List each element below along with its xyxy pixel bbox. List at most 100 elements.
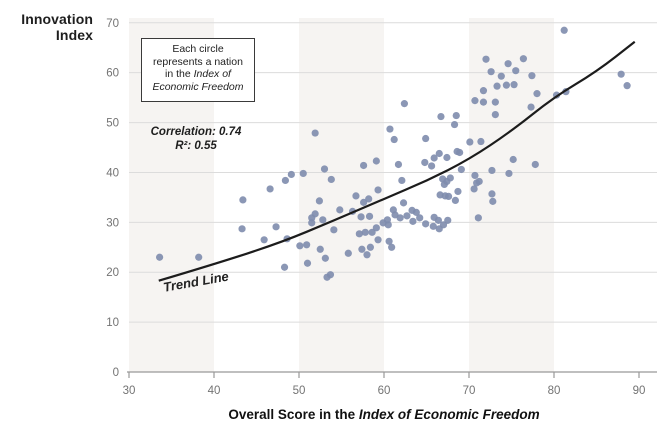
- scatter-point: [287, 170, 295, 179]
- scatter-point: [443, 153, 451, 162]
- background-band: [299, 18, 384, 372]
- scatter-point: [422, 134, 430, 143]
- scatter-point: [400, 100, 408, 108]
- r-squared-value: R²: 0.55: [175, 139, 217, 152]
- scatter-point: [454, 187, 462, 196]
- scatter-point: [321, 254, 329, 262]
- scatter-point: [386, 125, 394, 133]
- scatter-point: [533, 90, 541, 98]
- scatter-point: [489, 197, 497, 205]
- scatter-point: [487, 68, 495, 76]
- scatter-point: [466, 138, 474, 146]
- scatter-point: [437, 112, 445, 121]
- scatter-point: [491, 110, 499, 119]
- annotation-line: represents a nation: [153, 55, 243, 68]
- scatter-point: [372, 224, 380, 232]
- scatter-point: [512, 67, 520, 75]
- scatter-point: [488, 190, 496, 198]
- scatter-point: [316, 245, 324, 253]
- scatter-point: [617, 70, 625, 78]
- scatter-point: [450, 120, 459, 129]
- y-tick-label: 10: [106, 317, 119, 329]
- annotation-line: Each circle: [172, 43, 224, 55]
- background-band: [469, 18, 554, 372]
- scatter-point: [363, 251, 371, 259]
- y-tick-label: 60: [106, 68, 119, 80]
- trend-line: [158, 40, 636, 282]
- annotation-line: Economic Freedom: [152, 80, 244, 93]
- scatter-point: [435, 149, 443, 158]
- scatter-point: [416, 214, 424, 222]
- scatter-point: [456, 148, 464, 157]
- y-tick-label: 40: [106, 167, 119, 179]
- scatter-point: [361, 228, 369, 236]
- scatter-point: [239, 196, 247, 204]
- x-axis-title-italic: Index of Economic Freedom: [358, 407, 540, 422]
- scatter-point: [327, 175, 335, 184]
- scatter-point: [281, 176, 289, 185]
- scatter-point: [352, 192, 360, 200]
- scatter-point: [445, 192, 453, 201]
- scatter-point: [502, 81, 510, 89]
- x-tick-label: 90: [633, 385, 646, 397]
- scatter-point: [477, 137, 485, 146]
- scatter-point: [412, 208, 420, 216]
- scatter-point: [299, 169, 307, 178]
- scatter-point: [308, 214, 316, 222]
- y-tick-label: 70: [106, 18, 119, 30]
- annotation-box: Each circle represents a nation in the I…: [141, 38, 255, 102]
- scatter-point: [504, 60, 512, 68]
- scatter-point: [527, 103, 535, 111]
- scatter-point: [365, 212, 374, 220]
- scatter-point: [474, 214, 482, 222]
- scatter-point: [451, 196, 459, 204]
- y-tick-label: 0: [113, 367, 119, 379]
- y-tick-label: 30: [106, 217, 119, 229]
- scatter-point: [519, 55, 528, 63]
- scatter-point: [396, 214, 404, 222]
- scatter-point: [475, 177, 483, 186]
- x-axis-title: Overall Score in the Index of Economic F…: [129, 407, 639, 422]
- scatter-point: [439, 221, 448, 229]
- scatter-point: [403, 212, 411, 220]
- scatter-point: [471, 171, 479, 180]
- scatter-point: [394, 160, 403, 169]
- scatter-point: [358, 245, 366, 253]
- scatter-point: [320, 165, 329, 173]
- scatter-point: [372, 157, 380, 165]
- scatter-point: [470, 185, 478, 193]
- scatter-point: [374, 186, 382, 194]
- scatter-point: [336, 206, 344, 214]
- scatter-point: [457, 165, 465, 174]
- scatter-point: [479, 98, 488, 106]
- y-axis-title-line1: Innovation: [21, 11, 93, 27]
- scatter-point: [421, 158, 429, 167]
- scatter-point: [428, 162, 436, 170]
- scatter-point: [398, 176, 406, 185]
- scatter-point: [493, 82, 501, 90]
- scatter-point: [308, 219, 316, 227]
- scatter-point: [390, 135, 398, 144]
- scatter-point: [479, 87, 488, 95]
- scatter-point: [368, 228, 376, 236]
- scatter-point: [446, 174, 454, 182]
- x-tick-label: 80: [548, 385, 561, 397]
- x-tick-label: 60: [378, 385, 391, 397]
- scatter-point: [482, 55, 490, 63]
- scatter-point: [528, 72, 536, 80]
- scatter-point: [311, 129, 319, 137]
- scatter-point: [326, 271, 335, 279]
- scatter-point: [238, 225, 246, 233]
- stats-annotation: Correlation: 0.74 R²: 0.55: [136, 126, 256, 153]
- scatter-point: [452, 111, 460, 120]
- scatter-point: [383, 216, 391, 224]
- y-axis-title: Innovation Index: [8, 11, 93, 43]
- scatter-point: [319, 216, 327, 224]
- y-tick-label: 50: [106, 118, 119, 130]
- scatter-point: [389, 206, 397, 214]
- scatter-point: [531, 160, 539, 169]
- scatter-point: [374, 236, 382, 244]
- scatter-point: [471, 97, 479, 105]
- scatter-point: [497, 72, 505, 80]
